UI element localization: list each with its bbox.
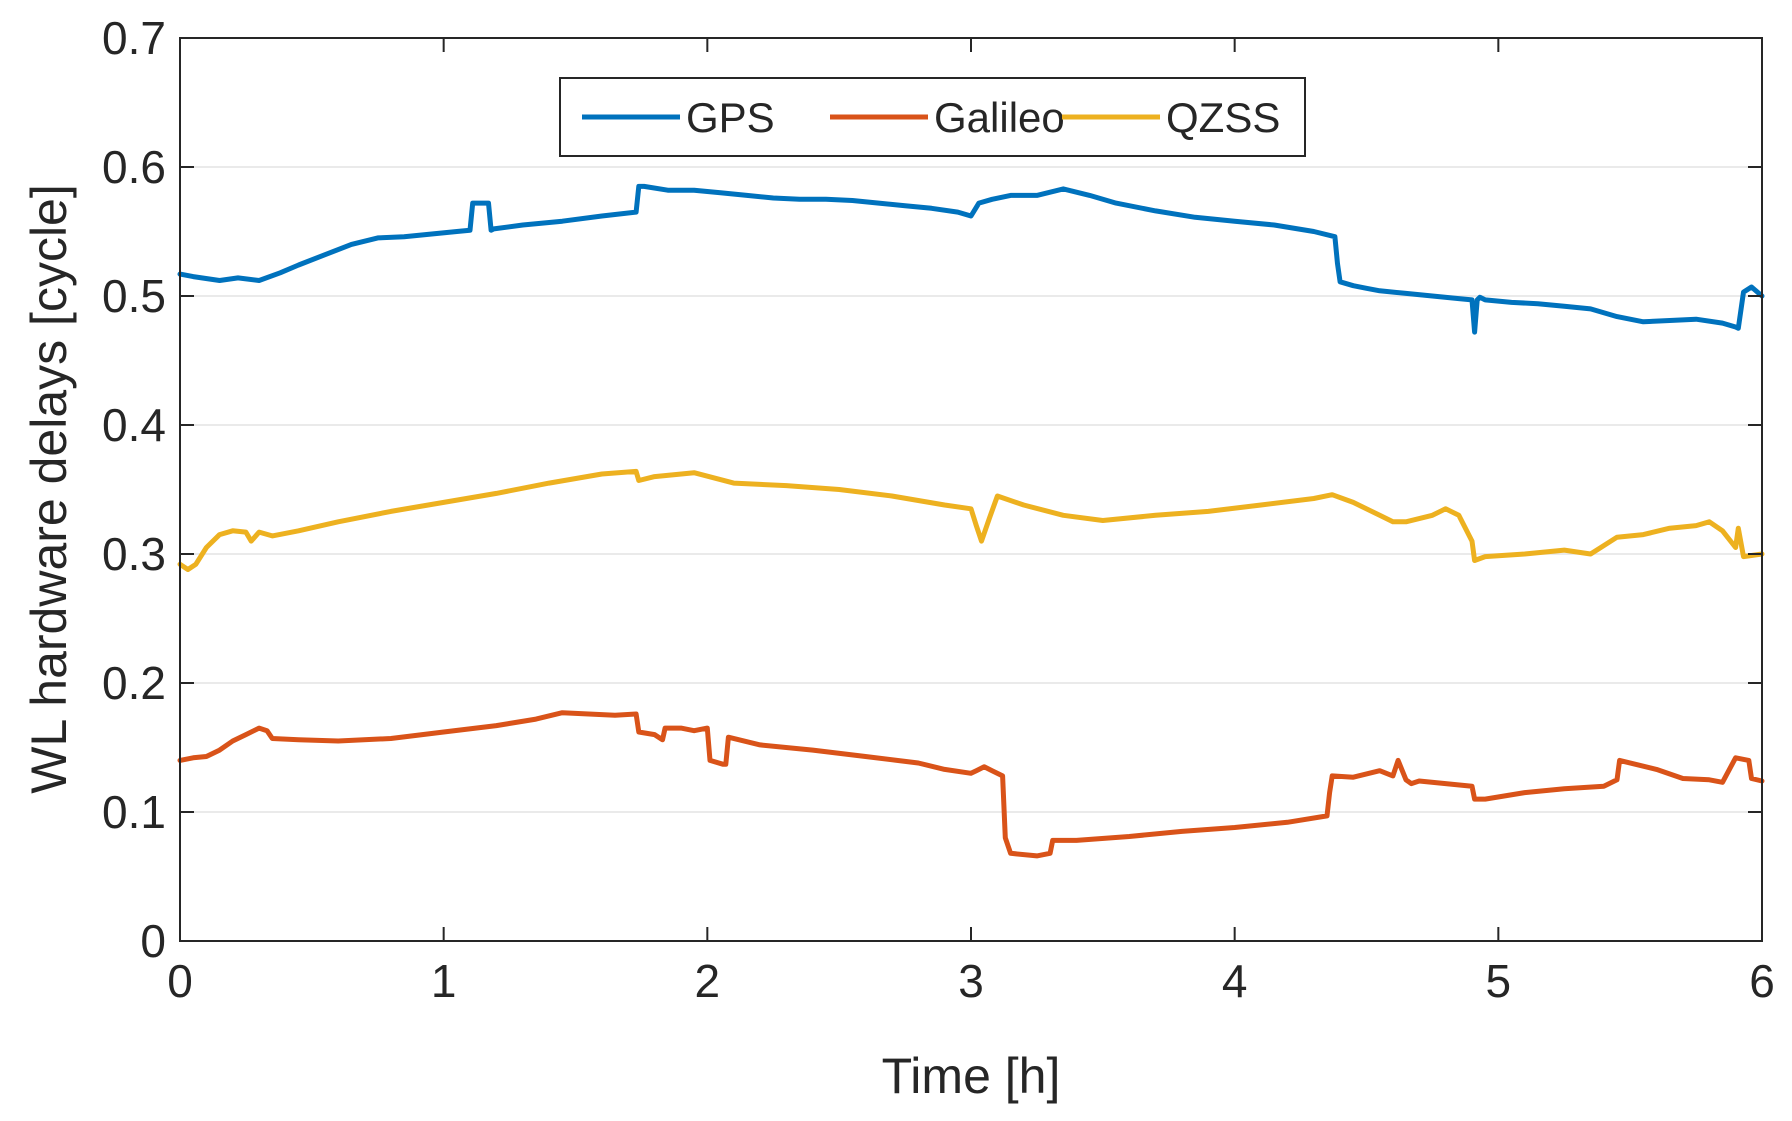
legend: GPS Galileo QZSS [559,77,1306,157]
legend-label: QZSS [1166,94,1280,141]
x-axis-title: Time [h] [882,1048,1061,1104]
plot-area [180,38,1762,941]
y-tick-label: 0.7 [102,12,166,64]
y-grid [180,166,1762,813]
x-tick-label: 3 [958,955,984,1007]
y-tick-label: 0.5 [102,270,166,322]
x-tick-label: 4 [1222,955,1248,1007]
legend-box [559,77,1306,157]
y-tick-label: 0.1 [102,786,166,838]
x-tick-label: 6 [1749,955,1775,1007]
y-tick-label: 0.4 [102,399,166,451]
series-line-galileo [177,710,1765,859]
y-tick-label: 0.3 [102,528,166,580]
series-lines [177,183,1765,859]
axis-ticks: 0 0.1 0.2 0.3 0.4 0.5 0.6 0.7 0 1 2 3 4 5 6 [102,12,1775,1007]
y-tick-label: 0.6 [102,141,166,193]
series-line-gps [177,183,1765,335]
x-tick-label: 0 [167,955,193,1007]
y-tick-label: 0.2 [102,657,166,709]
y-tick-label: 0 [140,915,166,967]
x-tick-label: 2 [695,955,721,1007]
series-line-qzss [177,468,1765,572]
x-tick-label: 5 [1486,955,1512,1007]
legend-label: Galileo [934,94,1065,141]
x-tick-label: 1 [431,955,457,1007]
legend-label: GPS [686,94,775,141]
y-axis-title: WL hardware delays [cycle] [21,184,77,794]
